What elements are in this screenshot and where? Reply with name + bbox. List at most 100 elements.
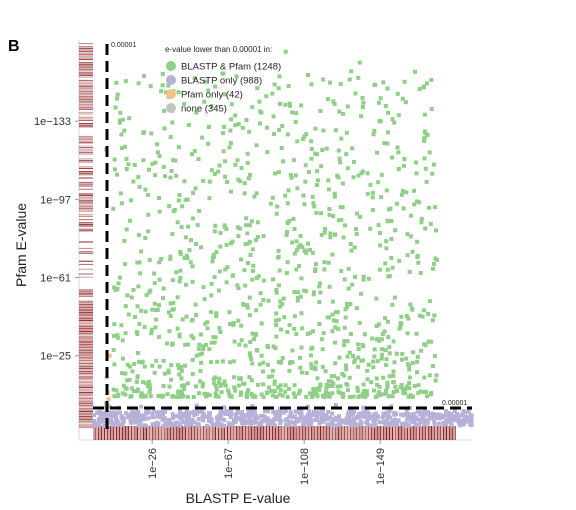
data-point [157, 196, 161, 201]
data-point [336, 389, 341, 394]
data-point [166, 83, 171, 88]
data-point [200, 409, 205, 414]
data-point [125, 293, 130, 298]
data-point [168, 314, 173, 318]
data-point [275, 204, 280, 209]
data-point [167, 417, 172, 422]
data-point [187, 414, 191, 419]
data-point [242, 421, 246, 426]
data-point [315, 183, 319, 187]
data-point [292, 326, 297, 331]
data-point [237, 226, 242, 231]
data-point [122, 238, 127, 243]
data-point [274, 288, 279, 292]
data-point [292, 314, 297, 319]
data-point [217, 269, 222, 274]
data-point [429, 107, 434, 111]
data-point [337, 415, 342, 420]
data-point [416, 260, 421, 265]
data-point [308, 391, 313, 396]
data-point [440, 413, 445, 418]
data-point [115, 92, 120, 97]
data-point [365, 368, 370, 373]
data-point [188, 410, 193, 415]
data-point [176, 389, 181, 394]
data-point [331, 374, 336, 379]
data-point [250, 105, 255, 110]
data-point [254, 308, 259, 313]
data-point [423, 166, 428, 171]
data-point [335, 384, 340, 389]
data-point [377, 267, 382, 272]
data-point [150, 161, 155, 166]
data-point [254, 143, 259, 148]
data-point [252, 337, 256, 342]
data-point [319, 233, 324, 237]
data-point [109, 420, 114, 424]
data-point [154, 423, 159, 428]
data-point [233, 388, 238, 393]
data-point [157, 364, 162, 369]
data-point [202, 297, 207, 302]
data-point [319, 337, 324, 342]
data-point [324, 413, 329, 417]
data-point [411, 417, 416, 422]
data-point [276, 255, 281, 260]
data-point [195, 409, 200, 414]
data-point [247, 417, 252, 422]
data-point [163, 174, 167, 179]
data-point [190, 371, 195, 376]
data-point [327, 394, 332, 399]
data-point [350, 146, 355, 151]
data-point [309, 156, 314, 161]
data-point [404, 409, 409, 414]
data-point [120, 391, 125, 396]
data-point [399, 314, 404, 319]
data-point [399, 383, 404, 387]
data-point [290, 240, 295, 245]
data-point [304, 132, 309, 137]
data-point [228, 128, 233, 133]
data-point [124, 411, 129, 415]
data-point [342, 277, 347, 282]
data-point [151, 409, 156, 414]
data-point [139, 249, 144, 254]
data-point [288, 173, 293, 177]
data-point [180, 383, 184, 388]
data-point [202, 391, 207, 396]
data-point [370, 190, 375, 195]
data-point [415, 354, 420, 359]
data-point [425, 394, 430, 399]
data-point [301, 193, 306, 198]
data-point [229, 394, 234, 399]
data-point [250, 409, 255, 414]
data-point [395, 389, 400, 393]
data-point [259, 418, 264, 423]
data-point [366, 362, 371, 367]
data-point [271, 132, 276, 136]
data-point [119, 132, 124, 137]
data-point [186, 224, 191, 229]
data-point [383, 316, 387, 321]
data-point [149, 327, 154, 332]
data-point [274, 323, 279, 327]
data-point [254, 414, 259, 419]
data-point [276, 283, 281, 288]
data-point [433, 256, 438, 261]
data-point [371, 412, 376, 417]
data-point [345, 104, 350, 109]
data-point [403, 391, 407, 396]
data-point [363, 409, 368, 414]
data-point [379, 172, 384, 177]
data-point [432, 422, 437, 427]
data-point [293, 409, 298, 414]
data-point [469, 413, 474, 418]
data-point [235, 225, 240, 230]
data-point [182, 179, 187, 184]
data-point [400, 351, 405, 356]
data-point [261, 382, 266, 387]
data-point [428, 299, 433, 304]
data-point [427, 414, 432, 419]
data-point [331, 99, 336, 104]
